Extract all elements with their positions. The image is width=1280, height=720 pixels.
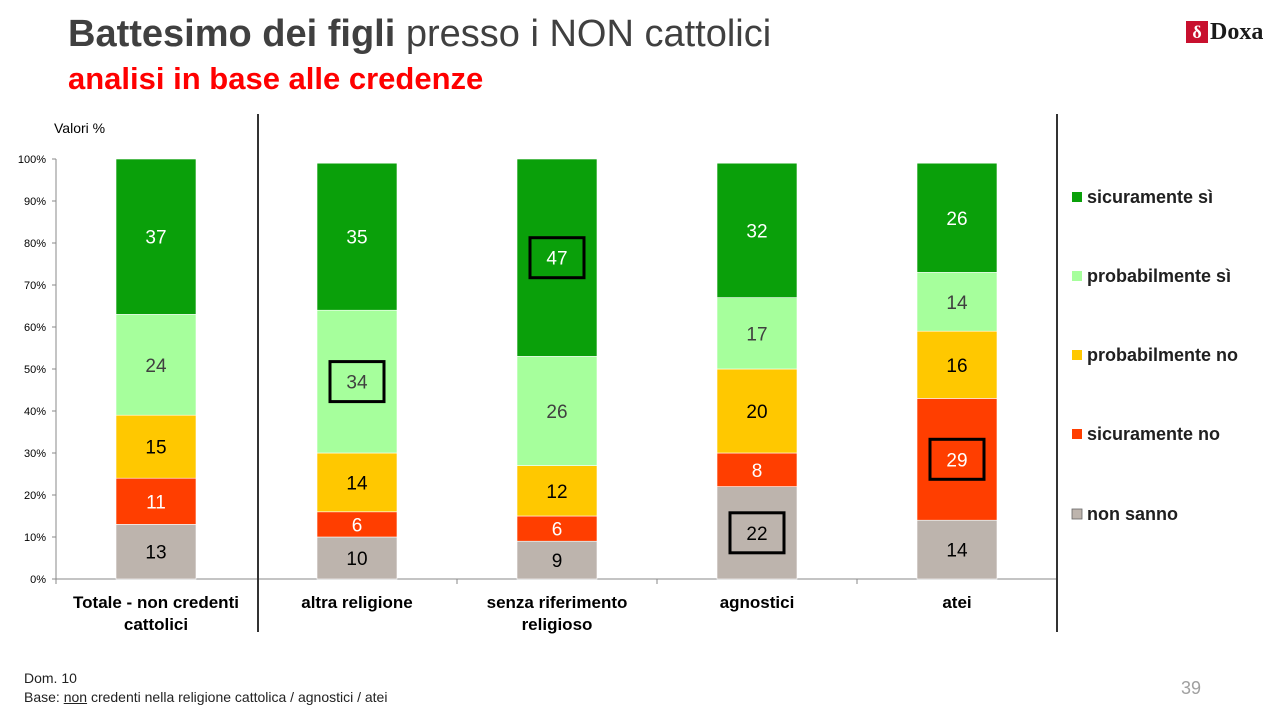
y-tick-label: 60% xyxy=(24,322,46,334)
bar-segment xyxy=(115,158,197,315)
bar-value-label: 8 xyxy=(752,461,763,482)
y-tick-label: 10% xyxy=(24,532,46,544)
bar-segment xyxy=(916,519,998,580)
footer-question: Dom. 10 xyxy=(24,670,77,686)
y-tick-label: 30% xyxy=(24,448,46,460)
bar-segment xyxy=(316,536,398,580)
title-bold: Battesimo dei figli xyxy=(68,13,396,55)
y-tick-label: 0% xyxy=(30,574,46,586)
bar-value-label: 26 xyxy=(946,209,967,230)
bar-value-label: 10 xyxy=(346,549,367,570)
footer-base-rest: credenti nella religione cattolica / agn… xyxy=(87,689,388,705)
bar-value-label: 14 xyxy=(946,293,968,314)
highlight-box xyxy=(928,437,986,481)
bar-value-label: 37 xyxy=(145,228,166,249)
bar-segment xyxy=(316,452,398,513)
category-label: cattolici xyxy=(124,615,188,634)
bar-value-label: 29 xyxy=(946,450,967,471)
unit-label: Valori % xyxy=(54,120,105,136)
footer-base: Base: non credenti nella religione catto… xyxy=(24,689,387,705)
doxa-logo-text: Doxa xyxy=(1210,19,1264,45)
legend-label: probabilmente no xyxy=(1087,345,1238,365)
bar-segment xyxy=(916,330,998,399)
bar-value-label: 15 xyxy=(145,438,166,459)
bar-value-label: 22 xyxy=(746,524,767,545)
category-label: religioso xyxy=(522,615,593,634)
bar-segment xyxy=(115,477,197,525)
legend-swatch xyxy=(1072,271,1082,281)
bar-segment xyxy=(716,452,798,487)
bar-value-label: 6 xyxy=(352,515,363,536)
category-label: Totale - non credenti xyxy=(73,593,239,612)
bar-segment xyxy=(516,540,598,580)
y-tick-label: 70% xyxy=(24,280,46,292)
legend-swatch xyxy=(1072,192,1082,202)
bar-value-label: 9 xyxy=(552,551,563,572)
y-tick-label: 20% xyxy=(24,490,46,502)
legend-swatch xyxy=(1071,508,1083,520)
bar-value-label: 20 xyxy=(746,402,767,423)
bar-segment xyxy=(916,162,998,273)
bar-value-label: 47 xyxy=(546,249,567,270)
bar-value-label: 14 xyxy=(346,473,368,494)
bar-segment xyxy=(115,524,197,580)
y-tick-label: 80% xyxy=(24,238,46,250)
bar-segment xyxy=(115,314,197,416)
page-number: 39 xyxy=(1181,678,1202,698)
bar-value-label: 11 xyxy=(146,492,166,513)
category-label: altra religione xyxy=(301,593,412,612)
bar-segment xyxy=(716,162,798,298)
legend-label: probabilmente sì xyxy=(1087,266,1231,286)
chart-title: Battesimo dei figli presso i NON cattoli… xyxy=(68,12,771,56)
bar-value-label: 13 xyxy=(145,543,166,564)
bar-segment xyxy=(916,272,998,332)
highlight-box xyxy=(328,360,386,404)
bar-value-label: 6 xyxy=(552,520,563,541)
legend-swatch xyxy=(1072,350,1082,360)
y-tick-label: 100% xyxy=(18,154,46,166)
doxa-logo: δ Doxa xyxy=(1186,19,1263,45)
bar-value-label: 14 xyxy=(946,541,968,562)
y-tick-label: 50% xyxy=(24,364,46,376)
bar-value-label: 26 xyxy=(546,402,567,423)
bar-value-label: 24 xyxy=(145,356,167,377)
bar-value-label: 34 xyxy=(346,373,368,394)
legend-label: sicuramente sì xyxy=(1087,187,1213,207)
legend-label: non sanno xyxy=(1087,504,1178,524)
legend-label: sicuramente no xyxy=(1087,424,1220,444)
category-label: senza riferimento xyxy=(487,593,628,612)
category-label: atei xyxy=(942,593,971,612)
footer-base-prefix: Base: xyxy=(24,689,64,705)
bar-segment xyxy=(516,356,598,466)
bar-value-label: 35 xyxy=(346,228,367,249)
doxa-logo-mark-icon: δ xyxy=(1186,21,1208,43)
bar-value-label: 17 xyxy=(746,324,767,345)
y-tick-label: 40% xyxy=(24,406,46,418)
bar-segment xyxy=(516,465,598,517)
bar-segment xyxy=(716,297,798,370)
bar-segment xyxy=(316,162,398,311)
highlight-box xyxy=(528,236,586,280)
bar-segment xyxy=(316,511,398,538)
bar-value-label: 16 xyxy=(946,356,967,377)
chart-subtitle: analisi in base alle credenze xyxy=(68,61,484,96)
bar-value-label: 32 xyxy=(746,221,767,242)
highlight-box xyxy=(728,511,786,555)
bar-segment xyxy=(115,414,197,479)
bar-value-label: 12 xyxy=(546,482,567,503)
bar-segment xyxy=(516,515,598,542)
footer-base-underlined: non xyxy=(63,689,88,705)
bar-segment xyxy=(716,368,798,454)
title-rest: presso i NON cattolici xyxy=(395,13,772,55)
legend-swatch xyxy=(1072,429,1082,439)
y-tick-label: 90% xyxy=(24,196,46,208)
category-label: agnostici xyxy=(720,593,795,612)
